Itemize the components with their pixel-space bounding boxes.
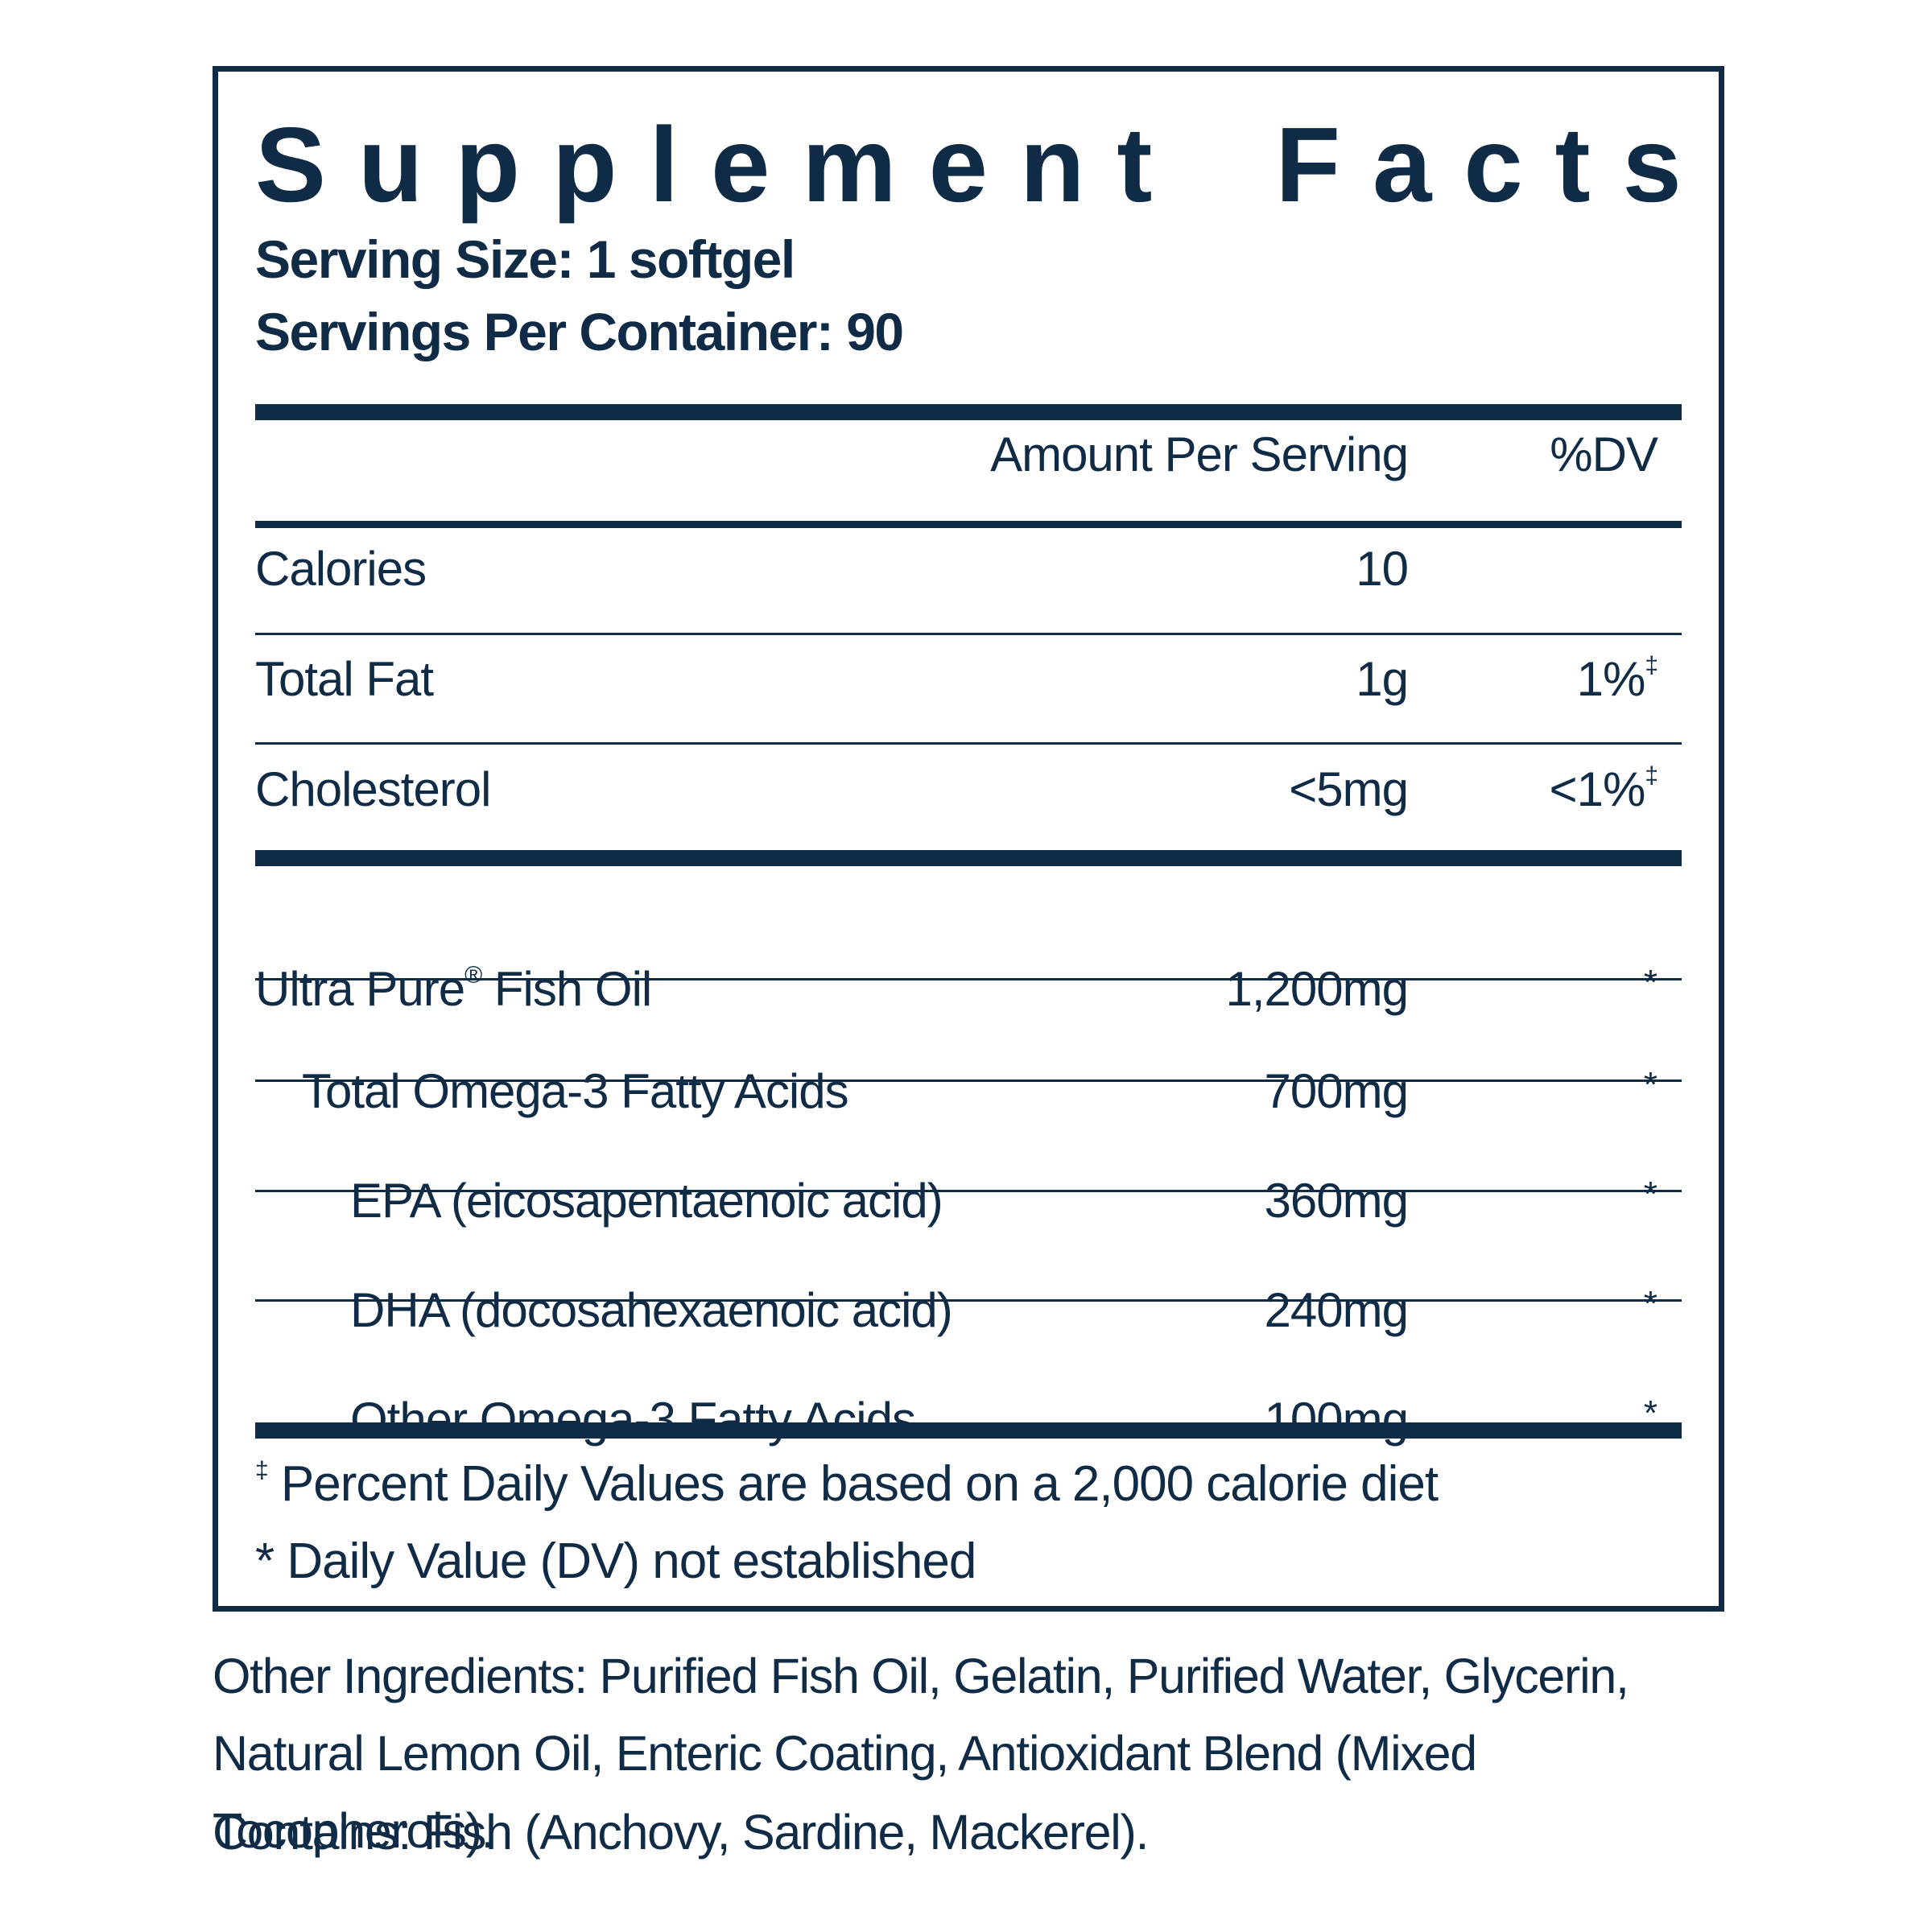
row-other-omega3-dv: * [1643, 1393, 1657, 1433]
row-calories-name: Calories [255, 542, 427, 596]
title-letter: t [1117, 105, 1153, 224]
registered-mark: ® [464, 962, 482, 989]
title-letter: S [255, 105, 327, 224]
double-dagger-mark: ‡ [1645, 762, 1658, 789]
thick-divider [255, 404, 1682, 420]
double-dagger-mark: ‡ [1645, 652, 1658, 679]
row-dha-dv: * [1643, 1284, 1657, 1323]
title-letter: e [711, 105, 770, 224]
row-divider [255, 1080, 1682, 1082]
row-total-fat-dv: 1%‡ [1576, 652, 1658, 706]
medium-divider [255, 521, 1682, 528]
row-fish-oil-name: Ultra Pure® Fish Oil [255, 962, 652, 1016]
header-amount-per-serving: Amount Per Serving [990, 427, 1409, 481]
title-letter: p [455, 105, 521, 224]
row-cholesterol-amount: <5mg [1289, 762, 1409, 816]
title-letter: c [1463, 105, 1523, 224]
row-divider [255, 633, 1682, 635]
row-cholesterol-name: Cholesterol [255, 762, 491, 816]
title-letter: t [1554, 105, 1591, 224]
header-percent-dv: %DV [1550, 427, 1658, 481]
title-letter: m [802, 105, 897, 224]
title-letter: e [928, 105, 988, 224]
row-epa-dv: * [1643, 1174, 1657, 1214]
row-epa-amount: 360mg [1264, 1174, 1409, 1228]
row-fish-oil-amount: 1,200mg [1225, 962, 1409, 1016]
row-divider [255, 742, 1682, 745]
row-epa-name: EPA (eicosapentaenoic acid) [350, 1174, 943, 1228]
title-letter: l [649, 105, 679, 224]
title-letter: a [1372, 105, 1432, 224]
row-total-omega3-name: Total Omega-3 Fatty Acids [302, 1064, 849, 1118]
title-letter: p [551, 105, 617, 224]
footnote-daily-values: ‡ Percent Daily Values are based on a 2,… [255, 1456, 1439, 1512]
row-total-omega3-amount: 700mg [1264, 1064, 1409, 1118]
footnote-dv-not-established: * Daily Value (DV) not established [255, 1534, 976, 1589]
double-dagger-mark: ‡ [255, 1457, 269, 1484]
row-dha-amount: 240mg [1264, 1283, 1409, 1337]
row-calories-amount: 10 [1356, 542, 1409, 596]
row-cholesterol-dv: <1%‡ [1549, 762, 1658, 816]
servings-per-container: Servings Per Container: 90 [255, 302, 904, 361]
row-divider [255, 978, 1682, 980]
row-divider [255, 1190, 1682, 1192]
row-total-omega3-dv: * [1643, 1065, 1657, 1104]
serving-size: Serving Size: 1 softgel [255, 229, 795, 289]
title-letter: F [1275, 105, 1341, 224]
row-divider [255, 1299, 1682, 1302]
title-letter: u [357, 105, 423, 224]
other-ingredients: Other Ingredients: Purified Fish Oil, Ge… [213, 1649, 1629, 1858]
thick-divider [255, 850, 1682, 866]
row-dha-name: DHA (docosahexaenoic acid) [350, 1283, 953, 1337]
row-fish-oil-dv: * [1643, 963, 1657, 1002]
row-total-fat-name: Total Fat [255, 652, 434, 706]
title-letter: s [1622, 105, 1682, 224]
thick-divider [255, 1422, 1682, 1439]
title-letter: n [1019, 105, 1085, 224]
row-total-fat-amount: 1g [1356, 652, 1409, 706]
title-letter [1184, 112, 1243, 218]
allergen-statement: Contains: Fish (Anchovy, Sardine, Macker… [213, 1805, 1149, 1860]
